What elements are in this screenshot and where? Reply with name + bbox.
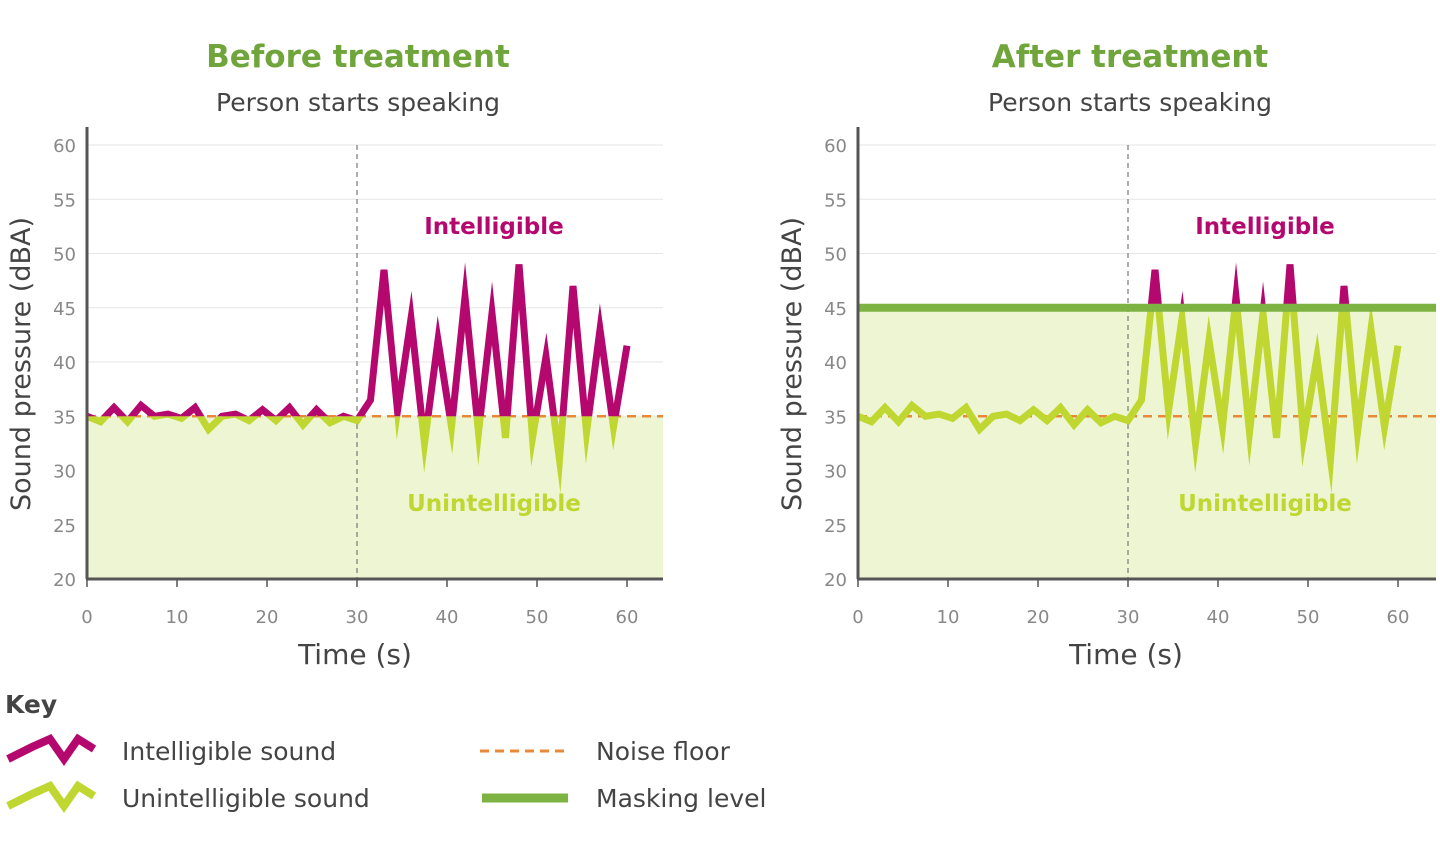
x-tick-label: 50 — [1297, 607, 1320, 628]
legend: Key Intelligible sound Unintelligible so… — [5, 690, 766, 813]
y-tick-label: 45 — [824, 299, 847, 320]
x-tick-label: 0 — [852, 607, 863, 628]
unintelligible-sound-series — [85, 416, 619, 494]
legend-item-unintelligible-sound: Unintelligible sound — [6, 780, 370, 813]
y-axis-label: Sound pressure (dBA) — [6, 217, 37, 511]
y-axis-label: Sound pressure (dBA) — [777, 217, 808, 511]
x-tick-label: 40 — [436, 607, 459, 628]
intelligible-region-label: Intelligible — [424, 214, 563, 240]
x-axis-label: Time (s) — [297, 638, 412, 671]
unintelligible-region-label: Unintelligible — [407, 491, 581, 517]
y-tick-label: 25 — [824, 516, 847, 537]
y-tick-label: 25 — [53, 516, 76, 537]
x-tick-label: 60 — [616, 607, 639, 628]
chart-title: Before treatment — [206, 39, 510, 75]
legend-label: Noise floor — [596, 737, 731, 766]
y-tick-label: 20 — [53, 570, 76, 591]
legend-item-masking-level: Masking level — [482, 784, 766, 813]
x-axis-label: Time (s) — [1068, 638, 1183, 671]
y-tick-label: 30 — [824, 462, 847, 483]
chart-before-treatment: 0 10 20 30 40 50 60 20 25 30 35 40 45 50 55 60 Before … — [6, 39, 663, 671]
y-tick-label: 50 — [824, 245, 847, 266]
chart-title: After treatment — [992, 39, 1269, 75]
legend-label: Unintelligible sound — [122, 784, 370, 813]
zigzag-icon — [6, 780, 97, 813]
y-tick-label: 30 — [53, 462, 76, 483]
x-tick-label: 20 — [256, 607, 279, 628]
x-tick-label: 20 — [1027, 607, 1050, 628]
y-tick-label: 40 — [53, 353, 76, 374]
legend-item-intelligible-sound: Intelligible sound — [6, 733, 336, 766]
x-tick-label: 30 — [346, 607, 369, 628]
x-tick-label: 60 — [1387, 607, 1410, 628]
y-tick-label: 40 — [824, 353, 847, 374]
y-tick-label: 55 — [53, 190, 76, 211]
y-tick-label: 60 — [53, 136, 76, 157]
y-tick-label: 20 — [824, 570, 847, 591]
x-tick-label: 50 — [526, 607, 549, 628]
intelligible-sound-series — [87, 262, 631, 417]
y-tick-label: 50 — [53, 245, 76, 266]
y-tick-label: 45 — [53, 299, 76, 320]
zigzag-icon — [6, 733, 97, 766]
x-tick-label: 30 — [1117, 607, 1140, 628]
legend-label: Masking level — [596, 784, 766, 813]
x-tick-label: 40 — [1207, 607, 1230, 628]
unintelligible-region — [87, 416, 663, 579]
x-tick-label: 10 — [166, 607, 189, 628]
chart-subtitle: Person starts speaking — [988, 88, 1272, 117]
y-tick-label: 60 — [824, 136, 847, 157]
unintelligible-region-label: Unintelligible — [1178, 491, 1352, 517]
y-tick-label: 35 — [53, 407, 76, 428]
intelligible-region-label: Intelligible — [1195, 214, 1334, 240]
y-tick-label: 55 — [824, 190, 847, 211]
legend-label: Intelligible sound — [122, 737, 336, 766]
chart-subtitle: Person starts speaking — [216, 88, 500, 117]
unintelligible-sound-series — [856, 307, 1402, 494]
legend-item-noise-floor: Noise floor — [480, 737, 731, 766]
x-tick-label: 10 — [937, 607, 960, 628]
x-tick-label: 0 — [81, 607, 92, 628]
legend-title: Key — [5, 690, 57, 719]
chart-after-treatment: 0 10 20 30 40 50 60 20 25 30 35 40 45 50 55 60 After t… — [777, 39, 1436, 671]
y-tick-label: 35 — [824, 407, 847, 428]
